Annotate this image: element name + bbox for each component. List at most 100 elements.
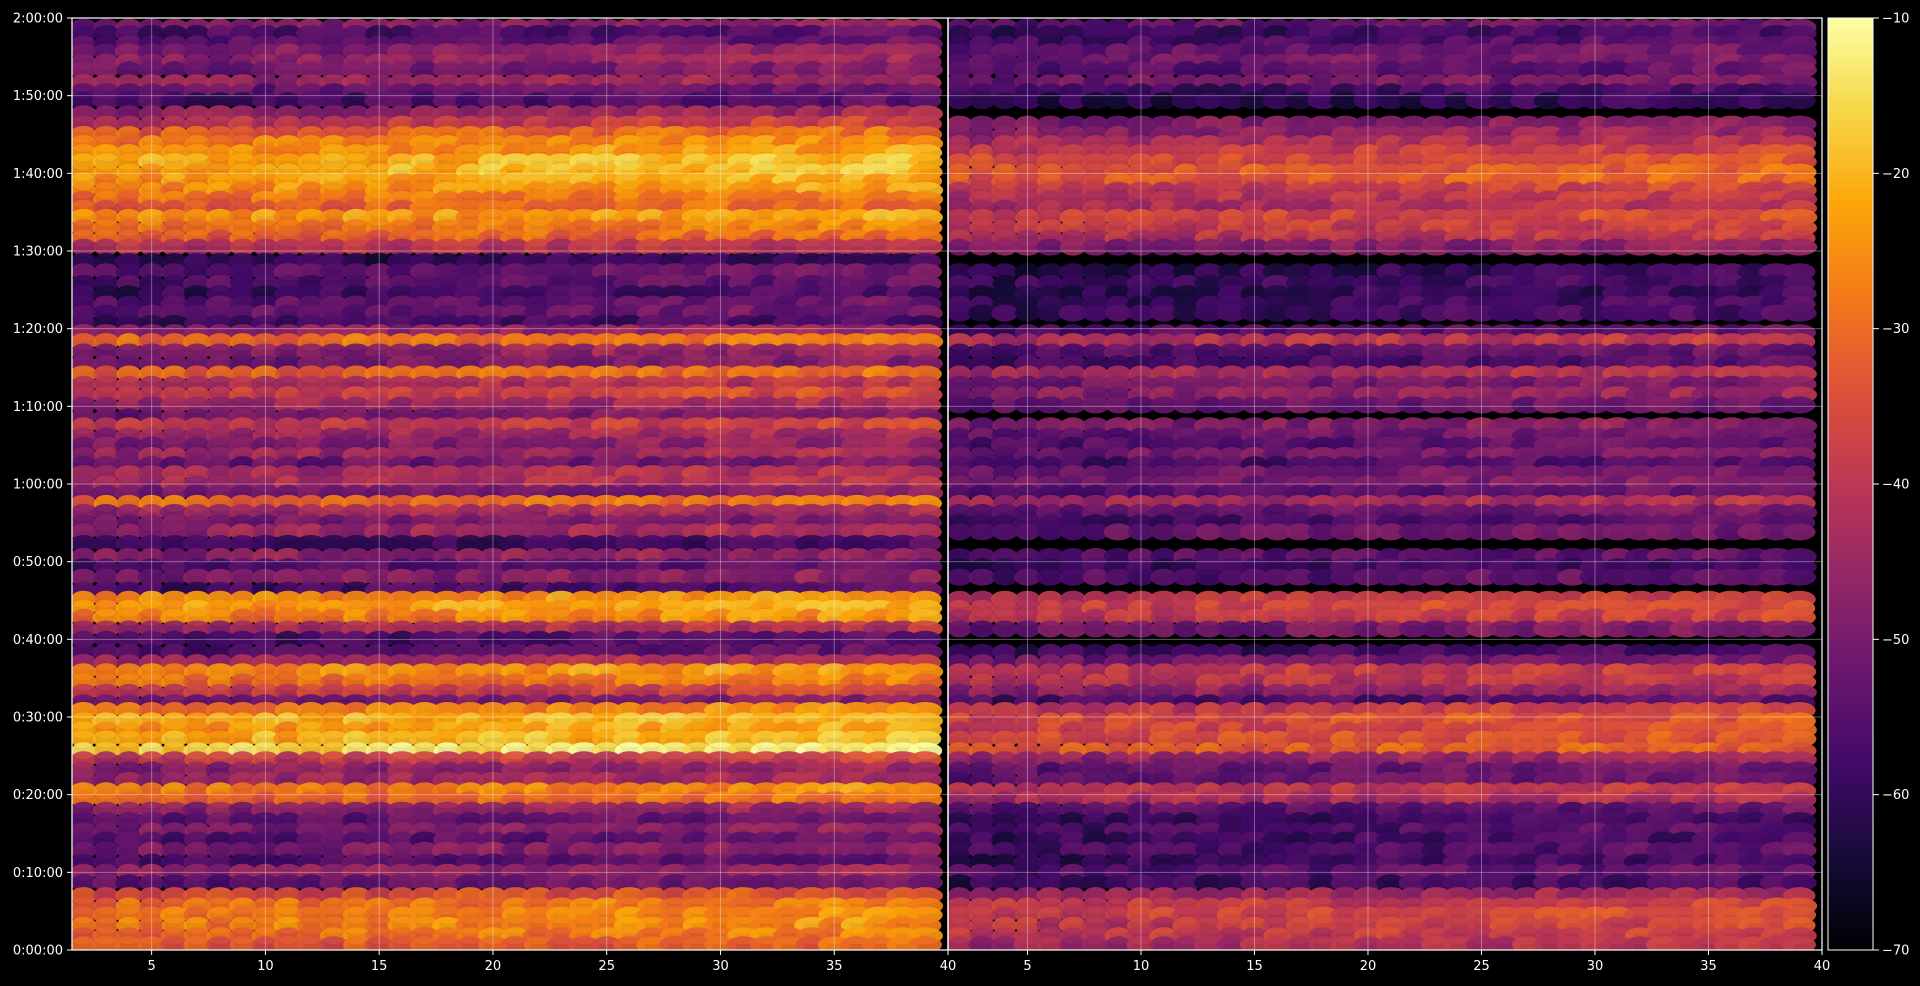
heat-cell [568, 263, 599, 281]
heat-cell [908, 630, 942, 648]
heat-cell [183, 238, 212, 256]
heat-cell [818, 874, 850, 892]
heat-cell [568, 568, 600, 586]
heat-cell [568, 396, 600, 414]
heat-cell [1329, 61, 1362, 79]
heat-cell [500, 630, 532, 648]
heat-cell [161, 874, 188, 892]
heat-cell [591, 630, 622, 648]
heat-cell [183, 874, 211, 892]
heat-cell [455, 61, 485, 79]
heat-cell [160, 841, 188, 859]
heat-cell [182, 568, 212, 586]
heat-cell [726, 263, 760, 281]
heat-cell [182, 396, 212, 414]
heat-cell [410, 238, 440, 256]
heat-cell [1624, 61, 1657, 79]
heat-cell [1217, 92, 1246, 110]
heat-cell [750, 396, 782, 414]
heat-cell [613, 841, 646, 859]
heat-cell [524, 730, 553, 748]
heat-cell [343, 936, 370, 950]
heat-cell [682, 568, 714, 586]
heat-cell [545, 630, 578, 648]
heat-cell [93, 630, 119, 648]
heat-cell [592, 730, 622, 748]
heat-cell [1442, 61, 1476, 79]
heat-cell [726, 238, 760, 256]
heat-cell [478, 238, 508, 256]
heat-cell [72, 568, 97, 586]
heat-cell [705, 61, 736, 79]
heat-cell [970, 61, 995, 79]
heat-cell [114, 92, 143, 110]
heat-cell [546, 874, 576, 892]
heat-cell [386, 263, 418, 281]
heat-cell [613, 874, 646, 892]
heat-cell [319, 263, 348, 281]
heat-cell [590, 535, 623, 552]
heat-cell [92, 608, 120, 626]
heat-cell [319, 92, 349, 110]
heat-cell [612, 396, 647, 414]
heat-cell [229, 238, 256, 256]
heat-cell [252, 936, 279, 950]
heat-cell [750, 61, 782, 79]
heat-cell [365, 630, 394, 648]
heat-cell [681, 608, 714, 626]
heat-cell [500, 730, 531, 748]
panel-left [72, 18, 948, 950]
heat-cell [771, 608, 806, 626]
heat-cell [992, 396, 1018, 414]
heat-cell [228, 61, 257, 79]
heat-cell [183, 936, 211, 950]
heat-cell [523, 535, 554, 552]
heat-cell [885, 343, 920, 361]
heat-cell [1082, 304, 1109, 322]
heat-cell [319, 568, 348, 586]
heat-cell [909, 568, 942, 586]
heat-cell [388, 936, 416, 950]
heat-cell [704, 238, 737, 256]
heat-cell [545, 535, 577, 552]
heat-cell [273, 936, 303, 950]
heat-cell [637, 535, 668, 552]
heat-cell [116, 608, 142, 626]
heat-cell [386, 535, 417, 552]
heat-cell [795, 92, 828, 110]
heat-cell [1557, 92, 1588, 110]
heat-cell [682, 61, 713, 79]
heat-cell [992, 61, 1018, 79]
heat-cell [569, 61, 599, 79]
heat-cell [72, 92, 97, 110]
heat-cell [590, 238, 623, 256]
heat-cell [92, 92, 121, 110]
heat-cell [432, 608, 463, 626]
heat-cell [546, 343, 577, 361]
heat-cell [1714, 61, 1748, 79]
heat-cell [1760, 92, 1793, 110]
heat-cell [252, 568, 279, 586]
heat-cell [387, 608, 417, 626]
heat-cell [319, 874, 349, 892]
heat-cell [705, 535, 736, 552]
heat-cell [1239, 92, 1270, 110]
heat-cell [296, 568, 326, 586]
heat-cell [726, 730, 760, 748]
heat-cell [1510, 92, 1544, 110]
heat-cell [364, 874, 395, 892]
heat-cell [341, 92, 372, 110]
heat-cell [1444, 92, 1474, 110]
heat-cell [161, 730, 188, 748]
heat-cell [749, 841, 783, 859]
heat-cell [773, 535, 805, 552]
heat-cell [432, 343, 462, 361]
heat-cell [318, 238, 349, 256]
heat-cell [908, 523, 942, 541]
heat-cell [387, 396, 417, 414]
heat-cell [704, 874, 737, 892]
heat-cell [1555, 61, 1589, 79]
heat-cell [160, 92, 189, 110]
heat-cell [93, 568, 119, 586]
heat-cell [1714, 92, 1748, 110]
